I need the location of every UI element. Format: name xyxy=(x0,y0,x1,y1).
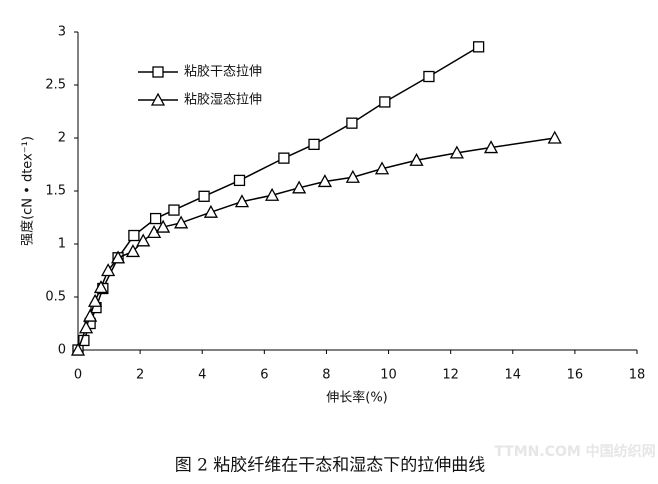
marker-square xyxy=(346,117,358,129)
marker-triangle xyxy=(155,219,171,233)
x-tick-label: 8 xyxy=(322,368,330,383)
marker-square xyxy=(379,96,391,108)
x-tick-label: 14 xyxy=(505,368,522,383)
marker-square xyxy=(233,174,246,187)
marker-triangle xyxy=(234,194,250,208)
marker-square xyxy=(308,138,320,151)
marker-triangle xyxy=(409,152,424,166)
marker-triangle xyxy=(70,342,86,356)
y-tick-label: 0 xyxy=(58,343,66,358)
watermark: TTMN.COM 中国纺织网 xyxy=(494,443,655,460)
marker-triangle xyxy=(101,263,116,277)
marker-triangle xyxy=(78,320,94,334)
y-tick-label: 0.5 xyxy=(45,290,66,305)
y-tick-label: 1.5 xyxy=(45,184,66,199)
x-tick-label: 18 xyxy=(629,368,646,383)
marker-triangle xyxy=(547,130,562,144)
x-axis-label: 伸长率(%) xyxy=(326,390,388,406)
x-tick-label: 2 xyxy=(136,368,144,383)
x-tick-label: 10 xyxy=(380,368,397,383)
marker-triangle xyxy=(292,180,307,194)
x-tick-label: 16 xyxy=(567,368,584,383)
x-tick-label: 0 xyxy=(74,368,82,383)
legend-label: 粘胶干态拉伸 xyxy=(184,64,262,80)
marker-triangle xyxy=(449,145,464,159)
y-tick-label: 2 xyxy=(58,131,66,146)
marker-square xyxy=(472,41,485,53)
marker-triangle xyxy=(203,204,219,218)
y-axis-label: 强度(cN • dtex⁻¹) xyxy=(20,136,36,246)
marker-square xyxy=(152,66,164,78)
y-tick-label: 2.5 xyxy=(45,78,66,93)
marker-triangle xyxy=(93,280,109,294)
marker-triangle xyxy=(87,293,103,307)
series-line xyxy=(77,137,555,351)
y-tick-label: 3 xyxy=(58,25,66,40)
series-line xyxy=(77,46,480,351)
marker-triangle xyxy=(345,169,360,183)
marker-triangle xyxy=(317,174,332,188)
marker-triangle xyxy=(136,233,151,247)
marker-square xyxy=(168,204,180,216)
marker-square xyxy=(423,70,435,83)
marker-triangle xyxy=(483,140,499,154)
marker-triangle xyxy=(174,215,189,229)
legend-label: 粘胶湿态拉伸 xyxy=(184,92,262,108)
marker-triangle xyxy=(110,250,126,264)
caption: 图 2 粘胶纤维在干态和湿态下的拉伸曲线 xyxy=(175,456,486,476)
marker-triangle xyxy=(265,187,280,201)
x-tick-label: 12 xyxy=(442,368,459,383)
marker-triangle xyxy=(150,92,166,106)
marker-square xyxy=(198,190,210,202)
marker-square xyxy=(149,212,162,225)
marker-triangle xyxy=(125,244,141,258)
x-tick-label: 6 xyxy=(260,368,268,383)
marker-triangle xyxy=(374,161,390,175)
x-tick-label: 4 xyxy=(198,368,206,383)
y-tick-label: 1 xyxy=(58,237,66,252)
marker-square xyxy=(128,229,140,242)
marker-square xyxy=(278,152,290,164)
marker-triangle xyxy=(83,308,98,322)
